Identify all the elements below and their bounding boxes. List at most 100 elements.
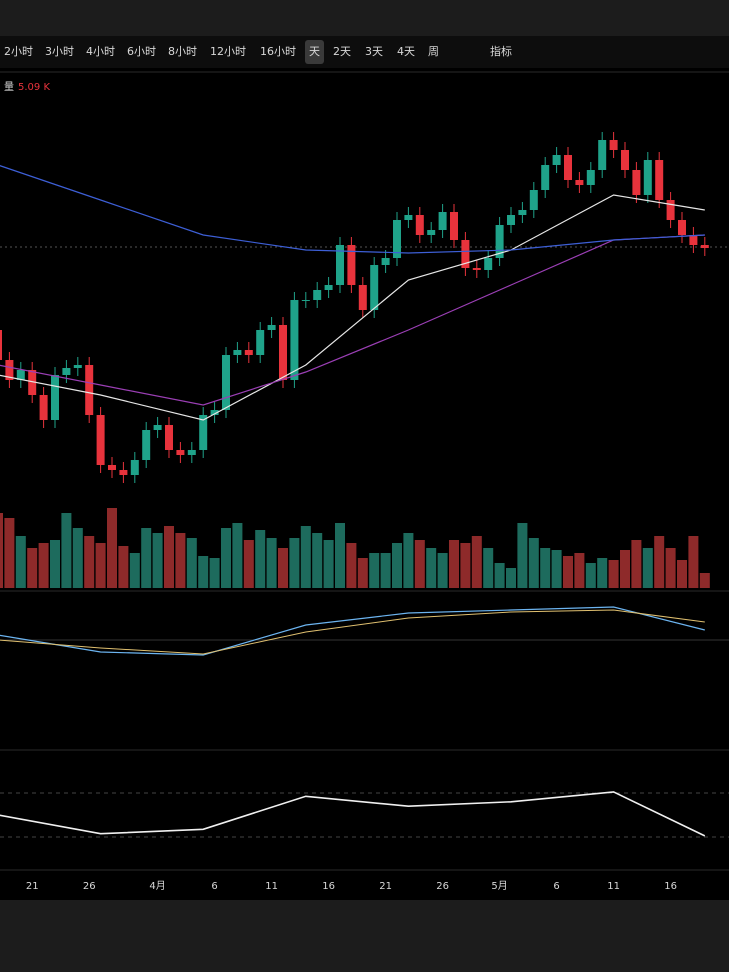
candle-body <box>142 430 151 460</box>
moving-average <box>0 165 705 254</box>
candle-body <box>621 150 629 170</box>
volume-bar <box>175 533 186 588</box>
candle-body <box>393 220 401 258</box>
volume-bar <box>620 550 630 588</box>
toolbar-item[interactable]: 2天 <box>333 45 351 58</box>
candle-body <box>347 245 356 285</box>
toolbar-item[interactable]: 3小时 <box>45 45 74 58</box>
toolbar-item[interactable]: 指标 <box>490 44 512 58</box>
toolbar-item[interactable]: 4小时 <box>86 45 115 58</box>
volume-bar <box>642 548 653 588</box>
toolbar-item[interactable]: 8小时 <box>168 45 197 58</box>
volume-bar <box>95 543 106 588</box>
x-tick-label: 11 <box>265 881 278 892</box>
toolbar-item[interactable]: 12小时 <box>210 45 246 58</box>
volume-bar <box>392 543 402 588</box>
candle-body <box>0 330 2 360</box>
rsi-line <box>0 791 706 837</box>
candle-body <box>5 360 14 380</box>
x-tick-label: 26 <box>83 881 96 892</box>
candle-body <box>85 365 94 415</box>
candle-body <box>51 375 59 420</box>
candle-body <box>301 300 310 301</box>
volume-bar <box>300 526 311 588</box>
volume-label: 量 <box>4 81 14 93</box>
volume-bar <box>232 523 243 588</box>
volume-bar <box>449 540 459 588</box>
candle-body <box>575 180 584 185</box>
toolbar <box>0 36 729 68</box>
toolbar-item[interactable]: 16小时 <box>260 45 296 58</box>
candle-body <box>507 215 515 225</box>
volume-bar <box>460 543 471 588</box>
volume-bar <box>471 536 482 588</box>
toolbar-item[interactable]: 4天 <box>397 45 415 58</box>
volume-bar <box>186 538 197 588</box>
candle-body <box>267 325 276 330</box>
candle-body <box>586 170 595 185</box>
toolbar-item[interactable]: 周 <box>428 45 439 58</box>
volume-value: 5.09 K <box>18 82 50 93</box>
candle-body <box>450 212 458 240</box>
candle-body <box>313 290 322 300</box>
volume-bar <box>426 548 437 588</box>
candle-body <box>689 235 698 245</box>
candle-body <box>62 368 71 375</box>
moving-average <box>0 234 705 406</box>
volume-bar <box>335 523 345 588</box>
x-tick-label: 5月 <box>491 880 507 892</box>
candle-body <box>381 258 390 265</box>
candle-body <box>336 245 344 285</box>
candle-body <box>643 160 652 195</box>
candle-body <box>16 370 25 380</box>
macd-dea <box>0 609 705 655</box>
candle-body <box>279 325 287 380</box>
volume-bar <box>141 528 152 588</box>
macd-dif <box>0 606 705 656</box>
volume-bar <box>27 548 38 588</box>
volume-bar <box>494 563 505 588</box>
candle-body <box>165 425 173 450</box>
candle-body <box>655 160 664 200</box>
toolbar-item[interactable]: 6小时 <box>127 45 156 58</box>
volume-bar <box>483 548 494 588</box>
volume-bar <box>506 568 516 588</box>
volume-bar <box>517 523 528 588</box>
candle-body <box>244 350 253 355</box>
candle-body <box>324 285 333 290</box>
candle-body <box>552 155 561 165</box>
candle-body <box>529 190 538 210</box>
candle-body <box>233 350 242 355</box>
candle-body <box>541 165 550 190</box>
candle-body <box>415 215 424 235</box>
candle-body <box>256 330 265 355</box>
volume-bar <box>221 528 231 588</box>
x-tick-label: 21 <box>379 881 392 892</box>
x-tick-label: 16 <box>322 881 335 892</box>
volume-bar <box>631 540 642 588</box>
toolbar-item[interactable]: 2小时 <box>4 45 33 58</box>
volume-bar <box>255 530 266 588</box>
volume-bar <box>266 538 277 588</box>
volume-bar <box>677 560 687 588</box>
volume-bar <box>107 508 117 588</box>
toolbar-item[interactable]: 天 <box>309 45 320 58</box>
candle-body <box>632 170 641 195</box>
candle-body <box>438 212 447 230</box>
volume-bar <box>243 540 254 588</box>
top-bar <box>0 0 729 36</box>
candle-body <box>358 285 367 310</box>
volume-bar <box>551 550 562 588</box>
toolbar-item[interactable]: 3天 <box>365 45 383 58</box>
volume-bar <box>369 553 380 588</box>
candle-body <box>119 470 128 475</box>
candle-body <box>666 200 675 220</box>
candle-body <box>176 450 185 455</box>
x-tick-label: 26 <box>436 881 449 892</box>
candle-body <box>472 268 481 270</box>
volume-bar <box>437 553 448 588</box>
bottom-bar <box>0 900 729 972</box>
candle-body <box>564 155 572 180</box>
volume-bar <box>665 548 676 588</box>
